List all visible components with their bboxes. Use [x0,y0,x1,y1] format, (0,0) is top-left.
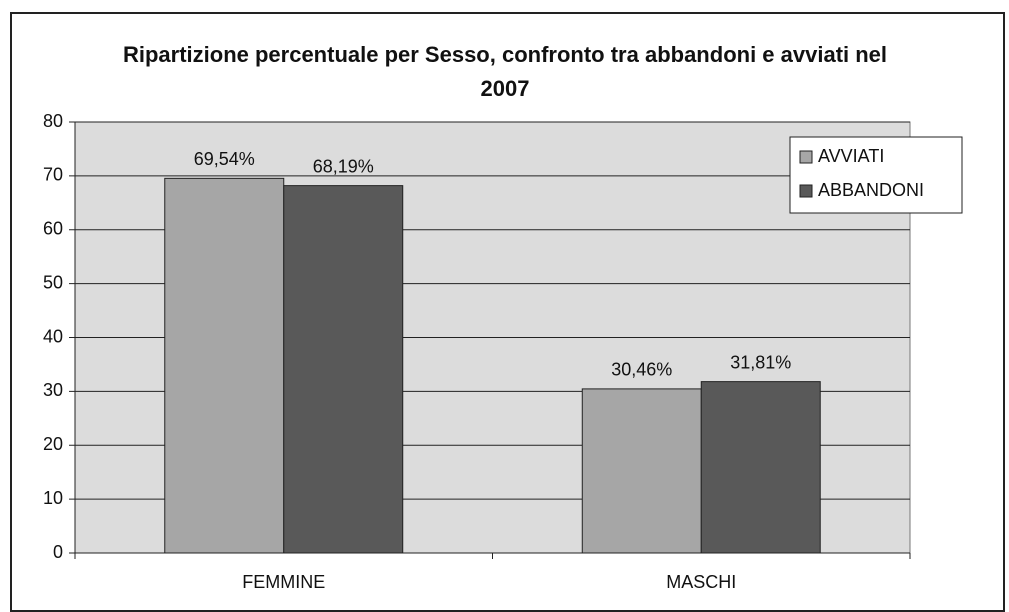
legend-label: ABBANDONI [818,180,924,200]
value-label: 31,81% [730,352,791,372]
x-tick-label: FEMMINE [242,572,325,592]
bar [164,177,285,554]
y-tick-label: 30 [43,380,63,400]
y-tick-label: 60 [43,219,63,239]
bar [700,381,821,554]
bar [581,388,702,554]
y-tick-label: 70 [43,165,63,185]
value-label: 68,19% [313,156,374,176]
y-tick-label: 50 [43,272,63,292]
y-tick-label: 20 [43,434,63,454]
legend-box [789,136,963,214]
y-tick-label: 80 [43,111,63,131]
value-label: 30,46% [611,360,672,380]
value-label: 69,54% [194,149,255,169]
legend-swatch [799,150,813,164]
bar [283,185,404,554]
y-tick-label: 0 [53,542,63,562]
y-tick-label: 10 [43,488,63,508]
legend-swatch [799,184,813,198]
legend-label: AVVIATI [818,146,884,166]
chart-title: Ripartizione percentuale per Sesso, conf… [122,42,888,101]
x-tick-label: MASCHI [666,572,736,592]
y-tick-label: 40 [43,326,63,346]
